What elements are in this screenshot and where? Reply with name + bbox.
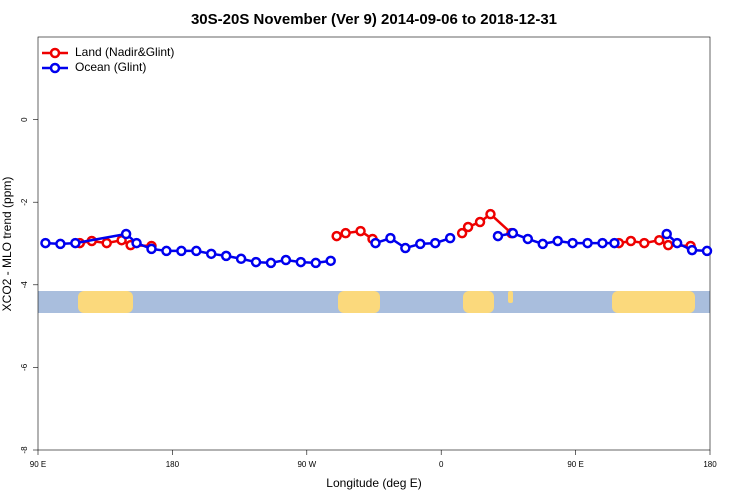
map-strip — [38, 291, 710, 313]
data-point — [295, 256, 307, 268]
data-point — [492, 230, 504, 242]
data-point — [120, 228, 132, 240]
data-point — [609, 237, 620, 249]
data-point — [325, 255, 336, 267]
data-point — [639, 237, 650, 249]
legend-label: Land (Nadir&Glint) — [75, 45, 174, 59]
data-point — [537, 238, 548, 250]
data-point — [220, 250, 232, 262]
plot-frame — [37, 36, 711, 451]
data-point — [671, 237, 683, 249]
y-tick-label: 0 — [20, 117, 29, 122]
y-tick-label: -8 — [20, 446, 29, 454]
series-line — [45, 231, 708, 265]
data-point — [653, 234, 665, 246]
land-patch — [508, 291, 513, 303]
x-tick-label: 90 W — [297, 460, 316, 469]
y-tick-label: -2 — [20, 198, 29, 206]
data-point — [474, 216, 486, 228]
data-point — [597, 237, 608, 249]
data-point — [310, 257, 322, 269]
data-point — [55, 238, 66, 250]
data-point — [686, 244, 698, 256]
data-point — [567, 237, 578, 249]
data-point — [462, 221, 474, 233]
x-tick-label: 180 — [703, 460, 717, 469]
data-point — [661, 228, 672, 240]
land-patch — [78, 291, 133, 313]
data-point — [456, 227, 468, 239]
data-point — [415, 238, 426, 250]
land-patch — [463, 291, 494, 313]
legend-label: Ocean (Glint) — [75, 60, 146, 74]
data-point — [625, 235, 637, 247]
data-point — [429, 237, 441, 249]
data-point — [146, 243, 157, 255]
data-point — [40, 237, 51, 249]
data-point — [485, 208, 496, 220]
y-axis-label: XCO2 - MLO trend (ppm) — [0, 177, 14, 312]
data-point — [662, 239, 674, 251]
data-point — [265, 257, 277, 269]
y-tick-label: -6 — [20, 363, 29, 371]
x-tick-label: 90 E — [30, 460, 46, 469]
data-point — [331, 230, 342, 242]
data-point — [176, 245, 187, 257]
series-line — [79, 212, 691, 248]
data-point — [280, 254, 292, 266]
land-patch — [612, 291, 695, 313]
data-point — [522, 233, 534, 245]
data-point — [582, 237, 593, 249]
data-point — [205, 248, 217, 260]
data-point — [161, 245, 172, 257]
data-point — [444, 232, 456, 244]
data-point — [131, 237, 142, 249]
data-point — [552, 235, 563, 247]
data-point — [400, 242, 411, 254]
y-tick-label: -4 — [20, 281, 29, 289]
legend-marker — [49, 62, 61, 74]
x-tick-label: 0 — [439, 460, 444, 469]
data-point — [701, 245, 713, 257]
legend-marker — [49, 47, 61, 59]
x-tick-label: 90 E — [567, 460, 583, 469]
x-axis-label: Longitude (deg E) — [326, 476, 421, 490]
data-point — [385, 232, 396, 244]
chart-title: 30S-20S November (Ver 9) 2014-09-06 to 2… — [191, 11, 557, 28]
data-point — [370, 237, 381, 249]
data-point — [191, 245, 202, 257]
data-point — [507, 227, 519, 239]
land-patch — [338, 291, 380, 313]
data-point — [250, 256, 262, 268]
data-point — [355, 225, 366, 237]
x-tick-label: 180 — [166, 460, 180, 469]
data-point — [235, 253, 247, 265]
data-point — [340, 227, 351, 239]
data-point — [70, 237, 81, 249]
data-point — [101, 237, 112, 249]
